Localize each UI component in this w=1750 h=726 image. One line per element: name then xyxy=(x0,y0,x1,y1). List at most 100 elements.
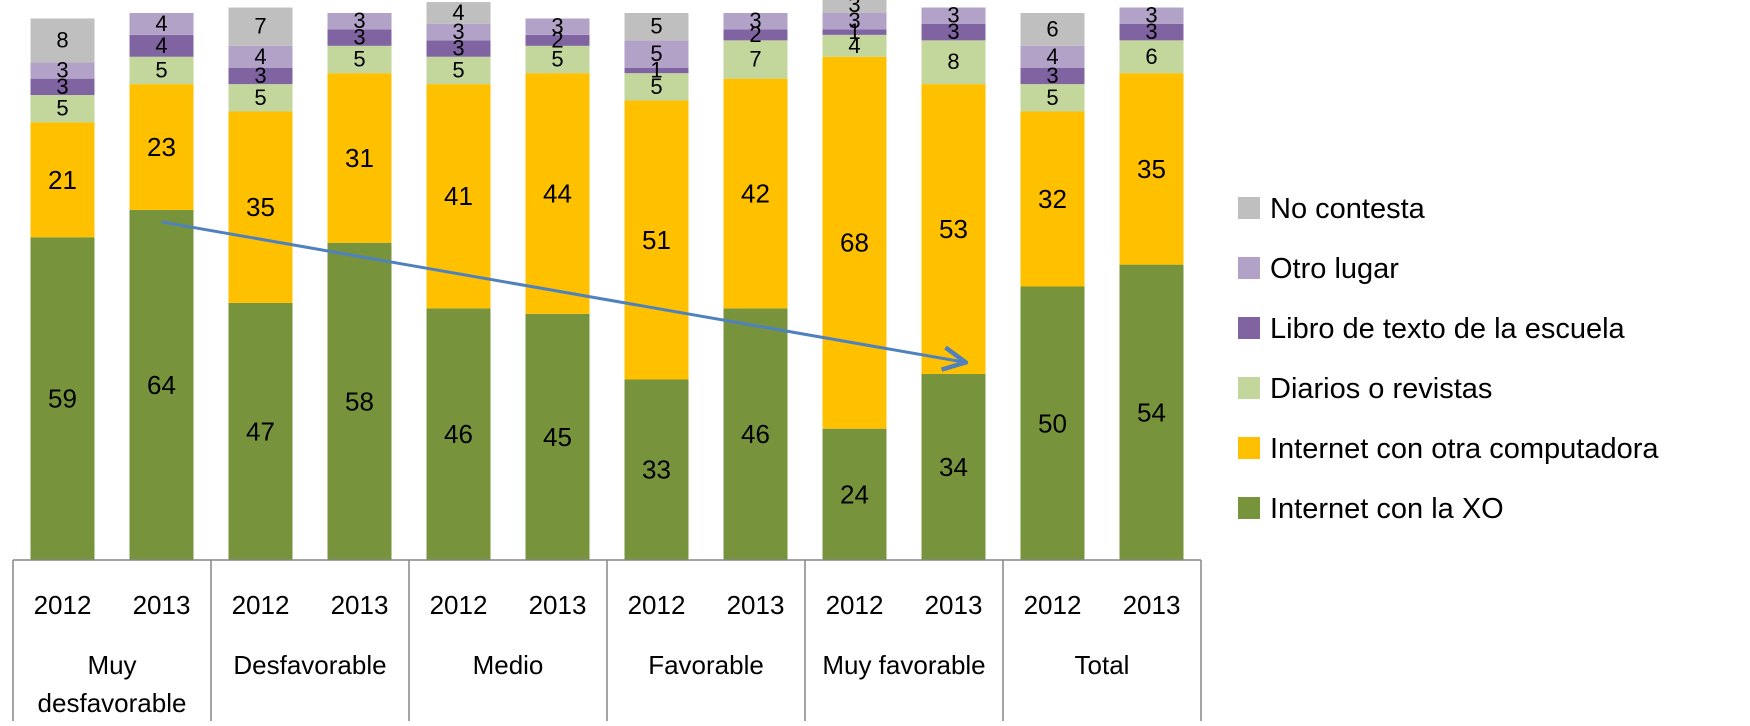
data-label-internet-con-otra-computadora-muy-desfavorable-2012: 21 xyxy=(48,165,77,195)
bar-segment-otro-lugar-favorable-2012 xyxy=(624,40,689,68)
bar-segment-diarios-o-revistas-medio-2012 xyxy=(426,56,491,85)
bar-segment-no-contesta-desfavorable-2012 xyxy=(228,7,293,46)
tick-label-year-medio-2012: 2012 xyxy=(430,590,488,620)
data-label-internet-con-otra-computadora-favorable-2012: 51 xyxy=(642,225,671,255)
data-label-diarios-o-revistas-muy-desfavorable-2013: 5 xyxy=(155,57,167,82)
bar-segment-libro-de-texto-de-la-escuela-muy-desfavorable-2013 xyxy=(129,34,194,57)
data-label-otro-lugar-favorable-2012: 5 xyxy=(650,41,662,66)
bar-segment-internet-con-otra-computadora-favorable-2012 xyxy=(624,100,689,380)
tick-label-year-total-2012: 2012 xyxy=(1024,590,1082,620)
bar-segment-internet-con-la-xo-muy-favorable-2012 xyxy=(822,428,887,560)
tick-label-year-medio-2013: 2013 xyxy=(529,590,587,620)
tick-label-year-muy-desfavorable-2013: 2013 xyxy=(133,590,191,620)
data-label-internet-con-otra-computadora-muy-favorable-2013: 53 xyxy=(939,214,968,244)
legend-label-internet-con-la-xo: Internet con la XO xyxy=(1270,493,1504,525)
legend: No contesta Otro lugar Libro de texto de l… xyxy=(1238,193,1659,525)
data-label-internet-con-la-xo-muy-favorable-2013: 34 xyxy=(939,452,968,482)
bars-layer xyxy=(30,0,1184,561)
data-label-internet-con-otra-computadora-total-2012: 32 xyxy=(1038,184,1067,214)
data-label-otro-lugar-total-2013: 3 xyxy=(1145,3,1157,28)
data-label-libro-de-texto-de-la-escuela-favorable-2013: 2 xyxy=(749,22,761,47)
trend-arrow xyxy=(161,220,964,362)
bar-segment-otro-lugar-total-2013 xyxy=(1119,7,1184,24)
bar-segment-internet-con-la-xo-muy-favorable-2013 xyxy=(921,374,986,560)
bar-segment-internet-con-otra-computadora-muy-desfavorable-2013 xyxy=(129,84,194,210)
bar-segment-libro-de-texto-de-la-escuela-desfavorable-2012 xyxy=(228,67,293,85)
data-label-diarios-o-revistas-favorable-2013: 7 xyxy=(749,46,761,71)
data-label-internet-con-la-xo-desfavorable-2013: 58 xyxy=(345,386,374,416)
data-label-libro-de-texto-de-la-escuela-muy-desfavorable-2012: 3 xyxy=(56,74,68,99)
data-label-diarios-o-revistas-medio-2012: 5 xyxy=(452,57,464,82)
bar-segment-libro-de-texto-de-la-escuela-total-2013 xyxy=(1119,23,1184,41)
data-label-otro-lugar-desfavorable-2012: 4 xyxy=(254,44,266,69)
data-label-diarios-o-revistas-favorable-2012: 5 xyxy=(650,74,662,99)
data-label-internet-con-otra-computadora-medio-2013: 44 xyxy=(543,179,572,209)
data-label-otro-lugar-medio-2013: 3 xyxy=(551,14,563,39)
bar-segment-no-contesta-muy-desfavorable-2012 xyxy=(30,18,95,63)
data-label-internet-con-la-xo-medio-2012: 46 xyxy=(444,419,473,449)
data-label-internet-con-la-xo-muy-favorable-2012: 24 xyxy=(840,479,869,509)
data-label-internet-con-la-xo-medio-2013: 45 xyxy=(543,422,572,452)
bar-segment-libro-de-texto-de-la-escuela-favorable-2013 xyxy=(723,29,788,41)
tick-label-year-desfavorable-2013: 2013 xyxy=(331,590,389,620)
data-label-no-contesta-medio-2012: 4 xyxy=(452,0,464,25)
data-label-diarios-o-revistas-muy-favorable-2012: 4 xyxy=(848,33,860,58)
legend-label-libro-de-texto-de-la-escuela: Libro de texto de la escuela xyxy=(1270,313,1626,345)
data-label-otro-lugar-total-2012: 4 xyxy=(1046,44,1058,69)
bar-segment-internet-con-la-xo-favorable-2013 xyxy=(723,308,788,560)
bar-segment-diarios-o-revistas-favorable-2013 xyxy=(723,40,788,79)
data-label-diarios-o-revistas-desfavorable-2013: 5 xyxy=(353,46,365,71)
data-label-internet-con-la-xo-favorable-2013: 46 xyxy=(741,419,770,449)
data-label-internet-con-otra-computadora-muy-desfavorable-2013: 23 xyxy=(147,132,176,162)
data-label-diarios-o-revistas-total-2013: 6 xyxy=(1145,44,1157,69)
data-label-libro-de-texto-de-la-escuela-total-2013: 3 xyxy=(1145,19,1157,44)
bar-segment-libro-de-texto-de-la-escuela-medio-2012 xyxy=(426,40,491,57)
bar-segment-otro-lugar-desfavorable-2012 xyxy=(228,45,293,68)
tick-label-group-medio: Medio xyxy=(473,650,544,680)
bar-segment-diarios-o-revistas-desfavorable-2013 xyxy=(327,45,392,74)
data-label-no-contesta-favorable-2012: 5 xyxy=(650,14,662,39)
legend-label-no-contesta: No contesta xyxy=(1270,193,1426,225)
data-label-libro-de-texto-de-la-escuela-desfavorable-2013: 3 xyxy=(353,25,365,50)
bar-segment-otro-lugar-muy-desfavorable-2012 xyxy=(30,62,95,79)
bar-segment-internet-con-la-xo-total-2012 xyxy=(1020,286,1085,560)
bar-segment-internet-con-otra-computadora-muy-favorable-2013 xyxy=(921,84,986,375)
data-label-internet-con-otra-computadora-favorable-2013: 42 xyxy=(741,179,770,209)
tick-label-year-muy-desfavorable-2012: 2012 xyxy=(34,590,92,620)
value-labels-layer: 5921533864235444735534758315334641533445… xyxy=(48,0,1166,509)
category-axis: 2012 2013 2012 2013 2012 2013 2012 2013 2012 2013… xyxy=(12,559,1202,721)
bar-segment-no-contesta-medio-2012 xyxy=(426,2,491,24)
data-label-otro-lugar-favorable-2013: 3 xyxy=(749,8,761,33)
bar-segment-internet-con-otra-computadora-muy-favorable-2012 xyxy=(822,56,887,429)
data-label-internet-con-otra-computadora-muy-favorable-2012: 68 xyxy=(840,228,869,258)
bar-segment-no-contesta-muy-favorable-2012 xyxy=(822,0,887,13)
bar-segment-internet-con-otra-computadora-desfavorable-2013 xyxy=(327,73,392,243)
bar-segment-diarios-o-revistas-muy-favorable-2013 xyxy=(921,40,986,85)
data-label-diarios-o-revistas-total-2012: 5 xyxy=(1046,85,1058,110)
tick-label-group-muy-favorable: Muy favorable xyxy=(822,650,985,680)
bar-segment-internet-con-la-xo-total-2013 xyxy=(1119,264,1184,560)
bar-segment-otro-lugar-medio-2012 xyxy=(426,23,491,41)
data-label-libro-de-texto-de-la-escuela-medio-2013: 2 xyxy=(551,27,563,52)
tick-label-year-favorable-2012: 2012 xyxy=(628,590,686,620)
data-label-diarios-o-revistas-medio-2013: 5 xyxy=(551,46,563,71)
bar-segment-internet-con-la-xo-desfavorable-2012 xyxy=(228,302,293,560)
bar-segment-otro-lugar-desfavorable-2013 xyxy=(327,13,392,30)
bar-segment-otro-lugar-medio-2013 xyxy=(525,18,590,35)
bar-segment-internet-con-la-xo-medio-2013 xyxy=(525,313,590,560)
tick-label-year-favorable-2013: 2013 xyxy=(727,590,785,620)
tick-label-group-desfavorable: Desfavorable xyxy=(233,650,386,680)
bar-segment-internet-con-otra-computadora-desfavorable-2012 xyxy=(228,111,293,303)
legend-swatch-internet-con-la-xo xyxy=(1238,497,1260,519)
bar-segment-internet-con-otra-computadora-muy-desfavorable-2012 xyxy=(30,122,95,238)
data-label-libro-de-texto-de-la-escuela-favorable-2012: 1 xyxy=(650,57,662,82)
tick-label-year-desfavorable-2012: 2012 xyxy=(232,590,290,620)
data-label-libro-de-texto-de-la-escuela-muy-desfavorable-2013: 4 xyxy=(155,33,167,58)
bar-segment-internet-con-otra-computadora-favorable-2013 xyxy=(723,78,788,309)
bar-segment-libro-de-texto-de-la-escuela-muy-desfavorable-2012 xyxy=(30,78,95,96)
data-label-no-contesta-total-2012: 6 xyxy=(1046,16,1058,41)
data-label-otro-lugar-medio-2012: 3 xyxy=(452,19,464,44)
data-label-no-contesta-muy-desfavorable-2012: 8 xyxy=(56,27,68,52)
tick-label-group-favorable: Favorable xyxy=(648,650,764,680)
